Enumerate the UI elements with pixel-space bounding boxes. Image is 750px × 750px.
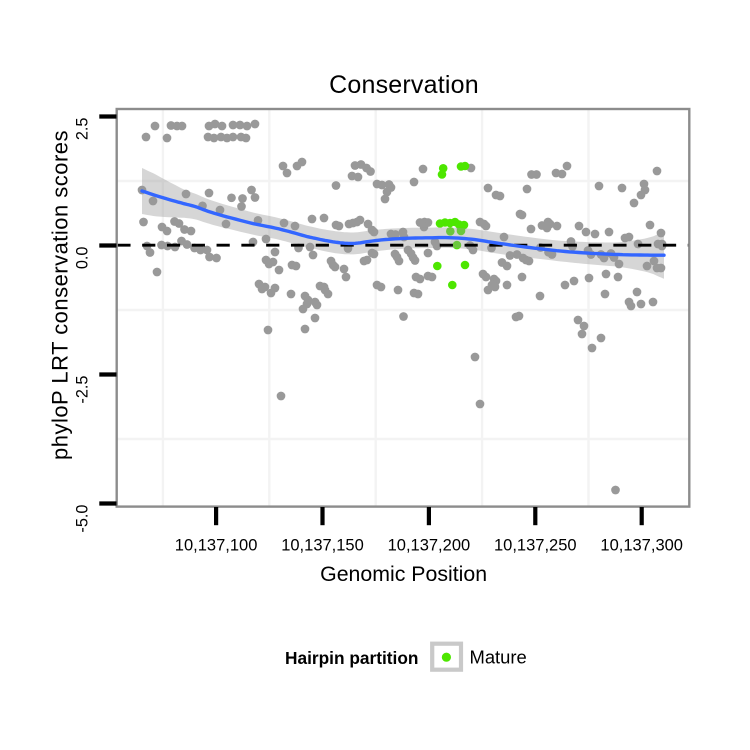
svg-text:Hairpin partition: Hairpin partition	[285, 648, 418, 668]
svg-text:10,137,150: 10,137,150	[281, 537, 364, 555]
svg-text:Conservation: Conservation	[329, 71, 479, 99]
svg-text:10,137,100: 10,137,100	[175, 537, 258, 555]
svg-text:-5.0: -5.0	[73, 505, 91, 533]
svg-text:2.5: 2.5	[73, 118, 91, 141]
svg-text:-2.5: -2.5	[73, 376, 91, 404]
svg-text:Mature: Mature	[470, 647, 527, 668]
svg-text:10,137,200: 10,137,200	[388, 537, 471, 555]
svg-text:10,137,250: 10,137,250	[494, 537, 577, 555]
svg-text:phyloP LRT conservation scores: phyloP LRT conservation scores	[48, 130, 73, 460]
svg-text:10,137,300: 10,137,300	[600, 537, 683, 555]
svg-text:Genomic Position: Genomic Position	[320, 562, 487, 586]
svg-text:0.0: 0.0	[73, 247, 91, 270]
